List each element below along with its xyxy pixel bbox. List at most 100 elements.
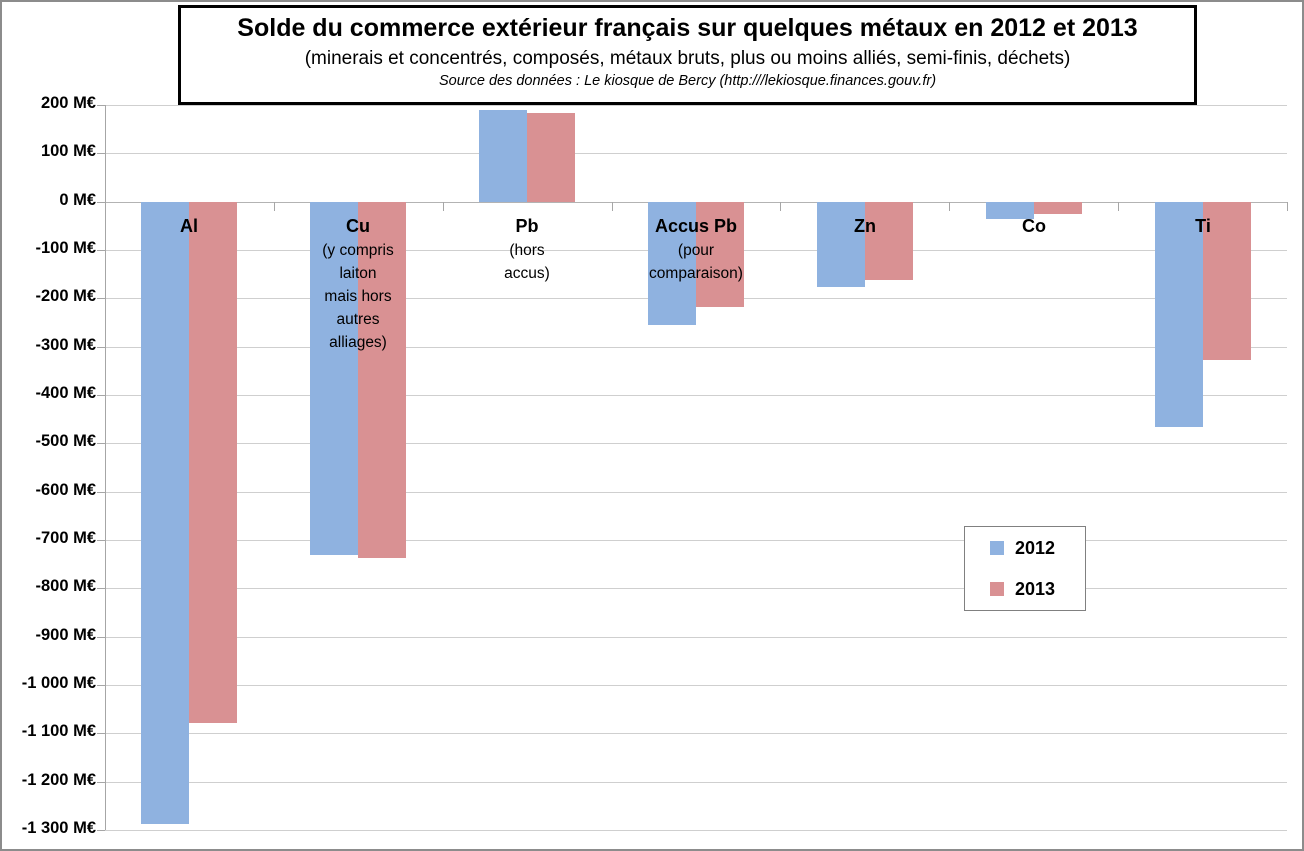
- bar-zn-2013: [865, 202, 913, 280]
- y-axis-label: -700 M€: [35, 529, 96, 547]
- y-axis-label: -200 M€: [35, 287, 96, 305]
- y-axis-tick: [97, 347, 105, 348]
- y-axis-tick: [97, 588, 105, 589]
- gridline: [105, 540, 1287, 541]
- bar-al-2013: [189, 202, 237, 723]
- category-note-line: mais hors: [324, 288, 392, 305]
- category-label-zn: Zn: [780, 213, 950, 239]
- y-axis-tick: [97, 443, 105, 444]
- y-axis-tick: [97, 782, 105, 783]
- y-axis-tick: [97, 153, 105, 154]
- category-axis-tick: [780, 202, 781, 211]
- category-note-line: (y compris: [322, 242, 394, 259]
- y-axis-label: -600 M€: [35, 481, 96, 499]
- gridline: [105, 105, 1287, 106]
- legend-label-2012: 2012: [1015, 537, 1056, 558]
- category-label-text: Co: [1022, 216, 1046, 236]
- category-label-text: Ti: [1195, 216, 1211, 236]
- chart-source: Source des données : Le kiosque de Bercy…: [438, 73, 937, 89]
- y-axis-line: [105, 105, 106, 830]
- category-label-cu: Cu (y compris laiton mais hors autres alliage…: [273, 213, 443, 354]
- bar-co-2013: [1034, 202, 1082, 214]
- chart-subtitle: (minerais et concentrés, composés, métau…: [304, 48, 1071, 69]
- category-label-text: Pb: [515, 216, 539, 236]
- bar-ti-2012: [1155, 202, 1203, 427]
- bar-ti-2013: [1203, 202, 1251, 360]
- y-axis-label: 0 M€: [59, 191, 96, 209]
- category-note-line: laiton: [339, 265, 377, 282]
- bar-pb-2012: [479, 110, 527, 202]
- gridline: [105, 782, 1287, 783]
- bar-accus-pb-2012: [648, 202, 696, 325]
- bar-co-2012: [986, 202, 1034, 219]
- y-axis-label: -1 100 M€: [21, 722, 96, 740]
- chart-title: Solde du commerce extérieur français sur…: [237, 14, 1138, 42]
- bar-zn-2012: [817, 202, 865, 287]
- y-axis-tick: [97, 540, 105, 541]
- y-axis-tick: [97, 105, 105, 106]
- y-axis-tick: [97, 830, 105, 831]
- bar-accus-pb-2013: [696, 202, 744, 307]
- gridline: [105, 347, 1287, 348]
- category-label-text: Cu: [346, 216, 370, 236]
- legend-item-2013: 2013: [990, 579, 1085, 600]
- y-axis-label: -800 M€: [35, 577, 96, 595]
- gridline: [105, 153, 1287, 154]
- y-axis-tick: [97, 202, 105, 203]
- gridline: [105, 492, 1287, 493]
- y-axis-label: -400 M€: [35, 384, 96, 402]
- legend-swatch-2013: [990, 582, 1004, 596]
- y-axis-tick: [97, 637, 105, 638]
- y-axis-label: 100 M€: [40, 142, 96, 160]
- category-label-text: Accus Pb: [654, 216, 738, 236]
- legend-label-2013: 2013: [1015, 578, 1056, 599]
- y-axis-label: -1 000 M€: [21, 674, 96, 692]
- y-axis-label: 200 M€: [40, 94, 96, 112]
- category-note-line: (hors: [509, 242, 545, 259]
- bar-cu-2013: [358, 202, 406, 558]
- gridline: [105, 588, 1287, 589]
- category-axis-tick: [1118, 202, 1119, 211]
- category-axis-tick: [612, 202, 613, 211]
- category-axis-tick: [443, 202, 444, 211]
- bar-pb-2013: [527, 113, 575, 202]
- legend-swatch-2012: [990, 541, 1004, 555]
- category-axis-tick: [274, 202, 275, 211]
- bar-cu-2012: [310, 202, 358, 555]
- y-axis-tick: [97, 685, 105, 686]
- y-axis-label: -900 M€: [35, 626, 96, 644]
- category-label-pb: Pb (hors accus): [442, 213, 612, 285]
- y-axis-label: -500 M€: [35, 432, 96, 450]
- category-label-text: Zn: [854, 216, 876, 236]
- chart-title-box: Solde du commerce extérieur français sur…: [178, 5, 1197, 105]
- category-axis-tick: [1287, 202, 1288, 211]
- category-label-co: Co: [949, 213, 1119, 239]
- y-axis-tick: [97, 250, 105, 251]
- legend: 2012 2013: [964, 526, 1086, 611]
- gridline: [105, 637, 1287, 638]
- category-note-line: (pour: [677, 242, 715, 259]
- category-note-line: comparaison): [649, 265, 743, 282]
- category-label-text: Al: [180, 216, 198, 236]
- legend-item-2012: 2012: [990, 538, 1085, 559]
- y-axis-tick: [97, 395, 105, 396]
- y-axis-tick: [97, 733, 105, 734]
- y-axis-tick: [97, 492, 105, 493]
- bar-al-2012: [141, 202, 189, 824]
- category-note-line: alliages): [329, 334, 387, 351]
- category-label-accus-pb: Accus Pb (pour comparaison): [611, 213, 781, 285]
- y-axis-label: -1 200 M€: [21, 771, 96, 789]
- category-label-al: Al: [104, 213, 274, 239]
- gridline: [105, 733, 1287, 734]
- y-axis-tick: [97, 298, 105, 299]
- gridline: [105, 443, 1287, 444]
- category-note-line: accus): [504, 265, 550, 282]
- category-label-ti: Ti: [1118, 213, 1288, 239]
- category-note-line: autres: [336, 311, 380, 328]
- category-axis-tick: [949, 202, 950, 211]
- gridline: [105, 830, 1287, 831]
- y-axis-label: -100 M€: [35, 239, 96, 257]
- y-axis-label: -300 M€: [35, 336, 96, 354]
- gridline: [105, 685, 1287, 686]
